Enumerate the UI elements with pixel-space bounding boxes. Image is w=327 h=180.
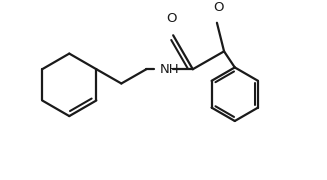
Text: O: O [166, 12, 177, 25]
Text: O: O [214, 1, 224, 14]
Text: NH: NH [160, 63, 180, 76]
